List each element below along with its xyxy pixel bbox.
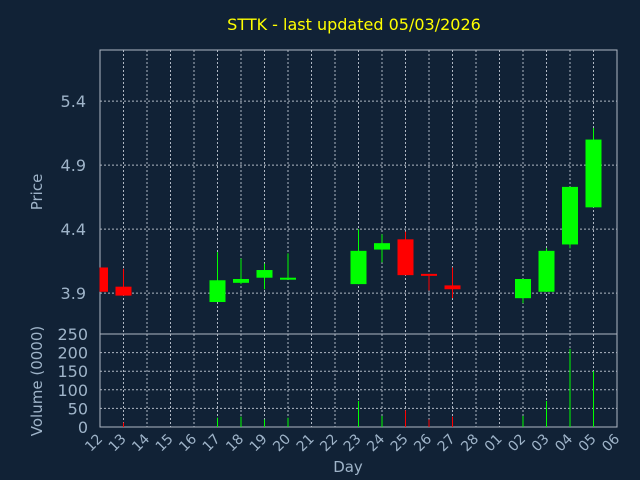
- x-tick-label: 20: [270, 431, 294, 455]
- x-tick-label: 25: [388, 431, 412, 455]
- x-tick-label: 01: [482, 431, 506, 455]
- volume-tick-label: 250: [57, 325, 88, 344]
- price-tick-label: 4.4: [61, 220, 86, 239]
- chart-title: STTK - last updated 05/03/2026: [227, 15, 481, 34]
- candle-body: [421, 273, 437, 276]
- x-tick-label: 13: [106, 431, 130, 455]
- x-tick-label: 26: [411, 431, 435, 455]
- x-tick-label: 22: [317, 431, 341, 455]
- price-tick-label: 3.9: [61, 284, 86, 303]
- volume-tick-label: 100: [57, 381, 88, 400]
- x-tick-label: 21: [294, 431, 318, 455]
- x-tick-label: 06: [599, 431, 623, 455]
- volume-tick-label: 150: [57, 362, 88, 381]
- volume-tick-label: 200: [57, 344, 88, 363]
- price-axis-label: Price: [28, 174, 46, 211]
- candle-body: [350, 250, 367, 285]
- x-tick-label: 23: [341, 431, 365, 455]
- candle-body: [209, 280, 226, 303]
- candle-body: [256, 270, 273, 278]
- volume-bars: [123, 348, 594, 427]
- x-tick-label: 24: [364, 431, 388, 455]
- candle-body: [115, 286, 132, 296]
- candle-body: [444, 285, 461, 290]
- x-tick-label: 05: [576, 431, 600, 455]
- price-tick-label: 5.4: [61, 92, 86, 111]
- price-tick-label: 4.9: [61, 156, 86, 175]
- x-tick-label: 03: [529, 431, 553, 455]
- x-tick-label: 14: [129, 431, 153, 455]
- candle-body: [374, 243, 390, 250]
- x-ticks: 12 13 14 15 16 17 18 19 20 21 22 23 24 25 26 27 28 01 02 03…: [82, 431, 623, 455]
- volume-tick-label: 50: [68, 399, 88, 418]
- x-axis-label: Day: [333, 458, 363, 476]
- x-tick-label: 04: [552, 431, 576, 455]
- volume-axis-label: Volume (0000): [28, 326, 46, 436]
- x-tick-label: 18: [223, 431, 247, 455]
- volume-tick-label: 0: [78, 418, 88, 437]
- x-tick-label: 15: [153, 431, 177, 455]
- candle-body: [515, 278, 531, 299]
- x-tick-label: 28: [458, 431, 482, 455]
- candle-body: [585, 139, 602, 208]
- x-tick-label: 02: [505, 431, 529, 455]
- candle-body: [397, 239, 414, 276]
- candle-body: [233, 278, 249, 283]
- candle-body: [562, 186, 578, 245]
- x-tick-label: 27: [435, 431, 459, 455]
- x-tick-label: 19: [247, 431, 271, 455]
- candle-body: [100, 267, 108, 292]
- x-tick-label: 16: [176, 431, 200, 455]
- x-tick-label: 17: [200, 431, 224, 455]
- candle-body: [280, 277, 296, 280]
- candles: [99, 128, 602, 304]
- candle-body: [538, 250, 555, 292]
